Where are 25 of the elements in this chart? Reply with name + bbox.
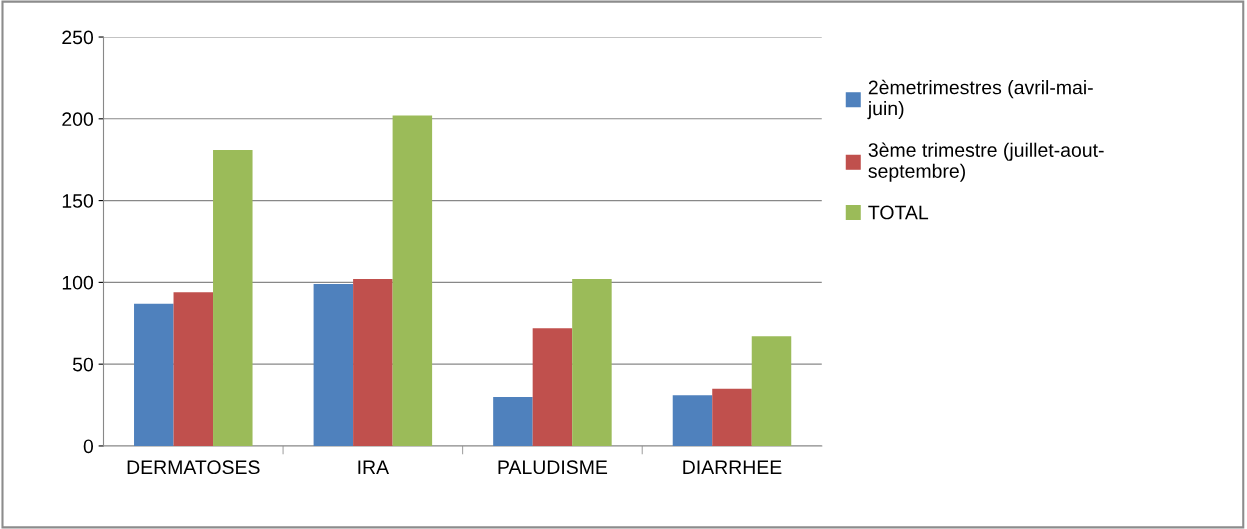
y-tick-label: 200 <box>62 112 94 127</box>
bar <box>313 284 354 446</box>
bar <box>213 149 253 446</box>
y-tick-label: 250 <box>62 30 94 45</box>
x-tick-label: DIARRHEE <box>683 460 782 474</box>
y-tick-label: 150 <box>62 194 94 208</box>
bar <box>353 279 393 446</box>
x-tick-label: IRA <box>358 460 390 474</box>
bar <box>173 292 214 446</box>
x-tick-label: PALUDISME <box>498 460 608 475</box>
bar <box>134 303 174 446</box>
bar <box>672 395 713 446</box>
legend-label: 3ème trimestre (juillet-aout- septembre) <box>868 142 1104 182</box>
bar <box>572 279 612 446</box>
legend-label: TOTAL <box>868 205 929 220</box>
y-tick-label: 100 <box>62 275 94 290</box>
bar <box>392 115 433 446</box>
x-tick-label: DERMATOSES <box>127 460 260 475</box>
bar <box>493 396 533 446</box>
y-tick-label: 0 <box>83 439 94 454</box>
y-tick-label: 50 <box>72 357 94 372</box>
bar <box>751 336 792 446</box>
bar <box>712 388 752 446</box>
bar <box>532 328 573 446</box>
legend-label: 2èmetrimestres (avril-mai- juin) <box>867 79 1093 120</box>
